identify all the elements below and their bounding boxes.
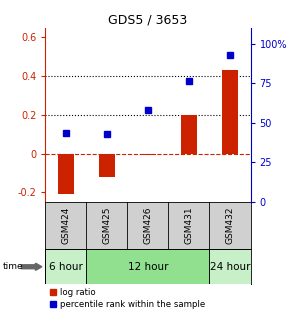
Bar (86, 250, 209, 284)
Bar (99, 153, 115, 177)
Bar (222, 70, 238, 153)
Text: GSM431: GSM431 (185, 207, 193, 244)
Text: 24 hour: 24 hour (210, 262, 250, 272)
Bar (181, 115, 197, 153)
Bar (45, 250, 86, 284)
Bar (58, 153, 74, 194)
Title: GDS5 / 3653: GDS5 / 3653 (108, 14, 188, 26)
Text: GSM432: GSM432 (226, 207, 234, 244)
Text: GSM425: GSM425 (103, 207, 111, 244)
Bar (209, 250, 251, 284)
Text: GSM424: GSM424 (62, 207, 70, 244)
Legend: log ratio, percentile rank within the sample: log ratio, percentile rank within the sa… (50, 288, 205, 309)
Text: 6 hour: 6 hour (49, 262, 83, 272)
Text: time: time (3, 262, 23, 271)
Bar (140, 153, 156, 155)
Text: 12 hour: 12 hour (128, 262, 168, 272)
Text: GSM426: GSM426 (144, 207, 152, 244)
